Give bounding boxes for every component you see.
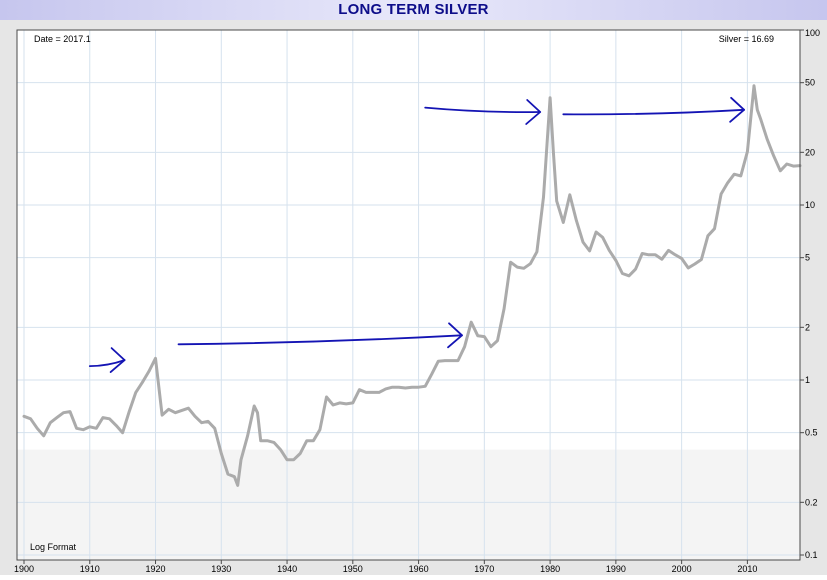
y-tick-label: 0.1 [805, 550, 818, 560]
log-format-label: Log Format [30, 542, 77, 552]
x-tick-label: 1950 [343, 564, 363, 574]
x-tick-label: 1980 [540, 564, 560, 574]
x-tick-label: 1900 [14, 564, 34, 574]
annotation-arrowhead [729, 96, 745, 123]
y-tick-label: 2 [805, 322, 810, 332]
y-tick-label: 50 [805, 78, 815, 88]
annotation-arrowhead [447, 322, 463, 349]
x-tick-label: 1910 [80, 564, 100, 574]
lower-band [17, 449, 800, 560]
date-readout: Date = 2017.1 [34, 34, 91, 44]
plot-border [16, 29, 801, 561]
lower-shaded-band [17, 449, 800, 560]
x-tick-label: 1930 [211, 564, 231, 574]
y-tick-label: 20 [805, 147, 815, 157]
y-tick-label: 1 [805, 375, 810, 385]
annotation-arrows [88, 96, 745, 373]
x-tick-label: 2010 [737, 564, 757, 574]
annotation-arrow [562, 108, 745, 116]
x-tick-label: 1990 [606, 564, 626, 574]
annotation-arrow [424, 106, 542, 113]
x-tick-label: 2000 [672, 564, 692, 574]
x-tick-label: 1970 [474, 564, 494, 574]
y-axis-ticks: 100 50 20 10 5 2 1 0.5 0.2 0.1 [800, 28, 820, 560]
y-tick-label: 0.2 [805, 497, 818, 507]
chart-frame: 100 50 20 10 5 2 1 0.5 0.2 0.1 1900 1910 1920 1930 19… [0, 20, 827, 575]
x-tick-label: 1920 [145, 564, 165, 574]
annotation-arrow [88, 359, 126, 367]
annotation-arrowhead [525, 99, 542, 125]
y-tick-label: 5 [805, 253, 810, 263]
x-axis-ticks: 1900 1910 1920 1930 1940 1950 1960 1970 1980 1990… [14, 560, 757, 574]
x-tick-label: 1960 [409, 564, 429, 574]
price-series [22, 84, 802, 487]
chart-title: LONG TERM SILVER [338, 1, 489, 18]
y-tick-label: 100 [805, 28, 820, 38]
x-tick-label: 1940 [277, 564, 297, 574]
annotation-arrowhead [109, 347, 126, 373]
silver-price-line [22, 84, 802, 487]
annotation-arrow [177, 334, 463, 346]
title-bar: LONG TERM SILVER [0, 0, 827, 20]
y-tick-label: 0.5 [805, 428, 818, 438]
value-readout: Silver = 16.69 [719, 34, 774, 44]
y-tick-label: 10 [805, 200, 815, 210]
